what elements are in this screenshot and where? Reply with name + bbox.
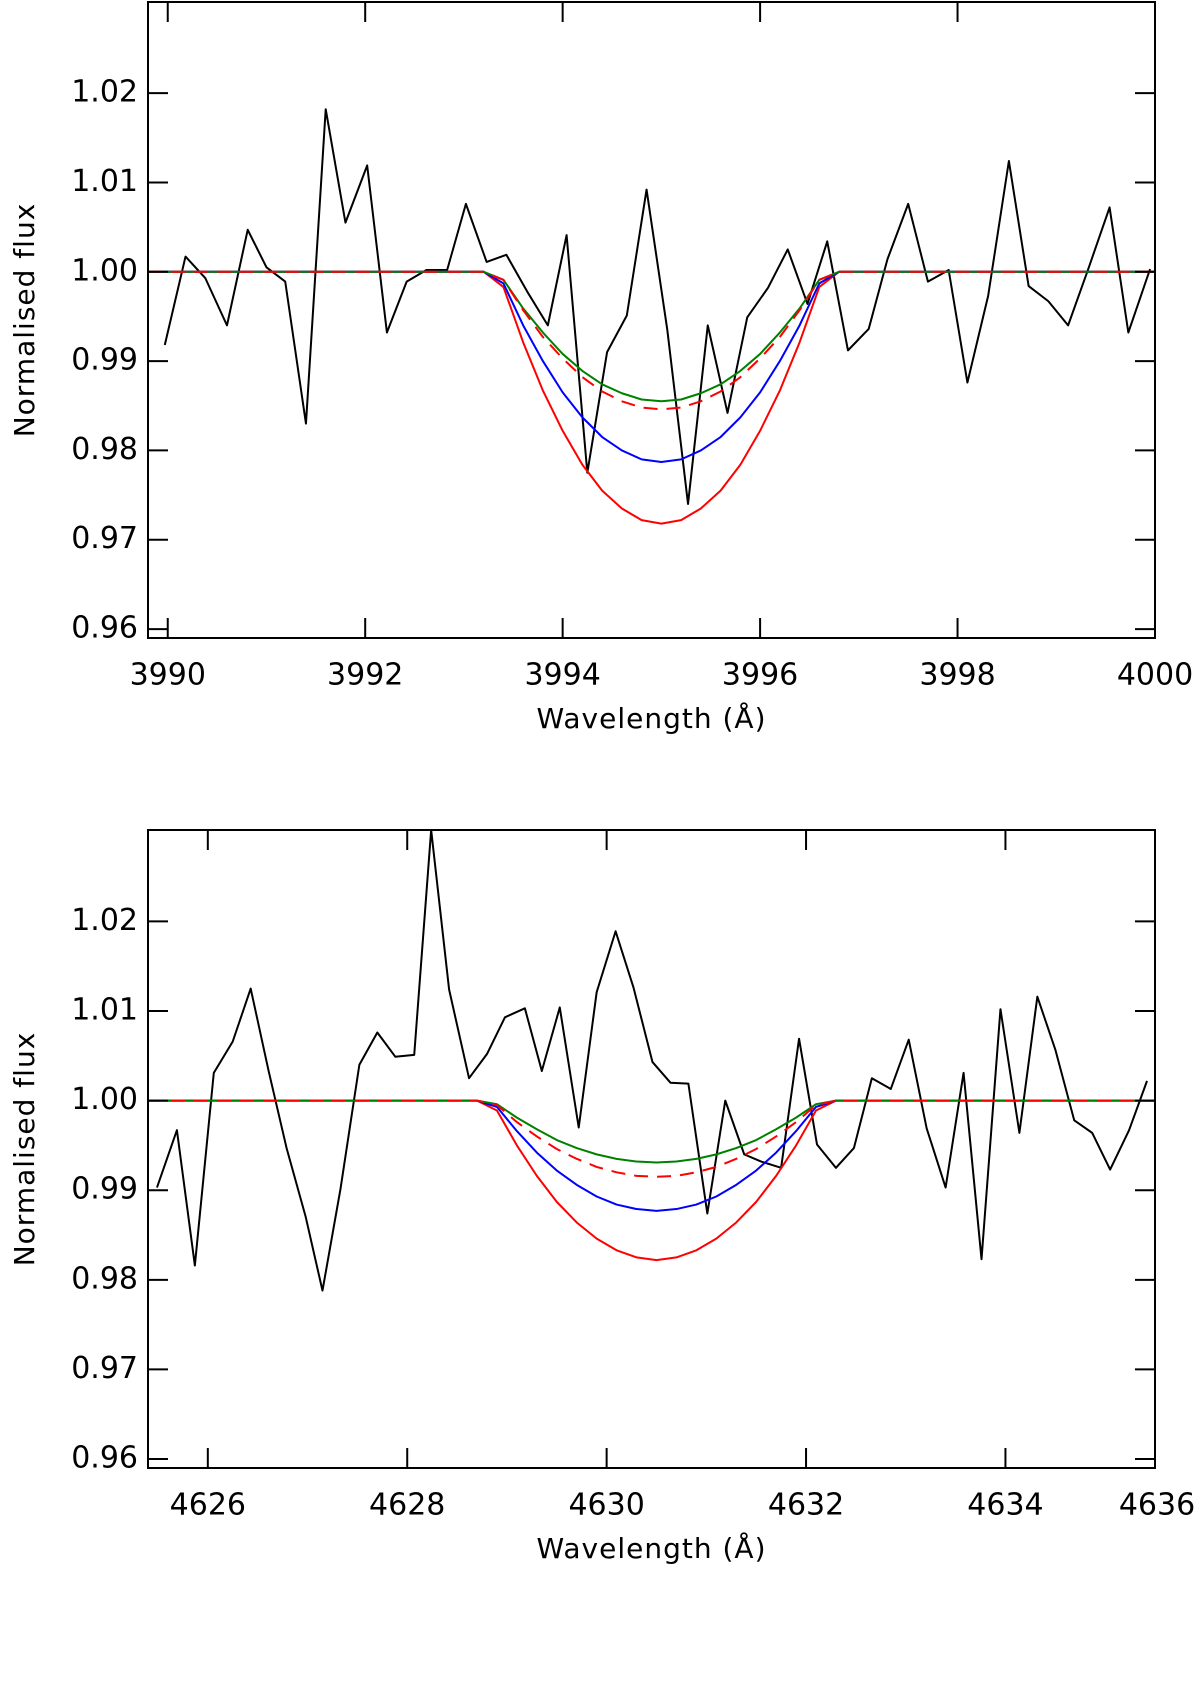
y-tick-label: 1.02 [71, 75, 138, 110]
x-tick-label: 4634 [967, 1488, 1043, 1523]
plot-frame [147, 1, 1156, 639]
y-tick-label: 0.97 [71, 521, 138, 556]
dashed-line [148, 270, 1155, 411]
x-tick-label: 3992 [327, 658, 403, 693]
line [148, 1099, 1155, 1262]
y-tick-label: 0.96 [71, 611, 138, 646]
line [163, 108, 1152, 506]
x-tick-label: 4630 [568, 1488, 644, 1523]
panel: 0.96 0.97 0.98 0.99 1.00 1.01 1.02 3990 3992 3994… [8, 1, 1193, 735]
y-tick-label: 1.01 [71, 164, 138, 199]
line [156, 830, 1148, 1292]
y-tick-label: 1.01 [71, 993, 138, 1028]
x-tick-label: 3994 [524, 658, 600, 693]
x-tick-label: 3990 [130, 658, 206, 693]
y-tick-label: 1.02 [71, 903, 138, 938]
y-tick-label: 0.97 [71, 1351, 138, 1386]
y-tick-label: 0.99 [71, 343, 138, 378]
x-tick-label: 3998 [919, 658, 995, 693]
y-tick-label: 0.99 [71, 1172, 138, 1207]
x-tick-label: 3996 [722, 658, 798, 693]
x-tick-label: 4632 [768, 1488, 844, 1523]
y-tick-label: 0.98 [71, 432, 138, 467]
x-tick-label: 4628 [369, 1488, 445, 1523]
x-axis-label: Wavelength (Å) [536, 1531, 766, 1565]
line [148, 1099, 1155, 1212]
x-tick-label: 4000 [1117, 658, 1193, 693]
y-tick-label: 0.96 [71, 1441, 138, 1476]
y-axis-label: Normalised flux [8, 203, 41, 438]
y-tick-label: 0.98 [71, 1261, 138, 1296]
line [148, 270, 1155, 464]
y-axis-label: Normalised flux [8, 1032, 41, 1267]
dashed-line [148, 1099, 1155, 1178]
y-tick-label: 1.00 [71, 1082, 138, 1117]
y-tick-label: 1.00 [71, 253, 138, 288]
line [148, 270, 1155, 525]
x-tick-label: 4636 [1119, 1488, 1195, 1523]
x-axis-label: Wavelength (Å) [536, 701, 766, 735]
x-tick-label: 4626 [170, 1488, 246, 1523]
line [148, 270, 1155, 403]
plot-frame [147, 829, 1156, 1469]
line [148, 1099, 1155, 1164]
panel: 0.96 0.97 0.98 0.99 1.00 1.01 1.02 4626 4628 4630… [8, 829, 1195, 1565]
